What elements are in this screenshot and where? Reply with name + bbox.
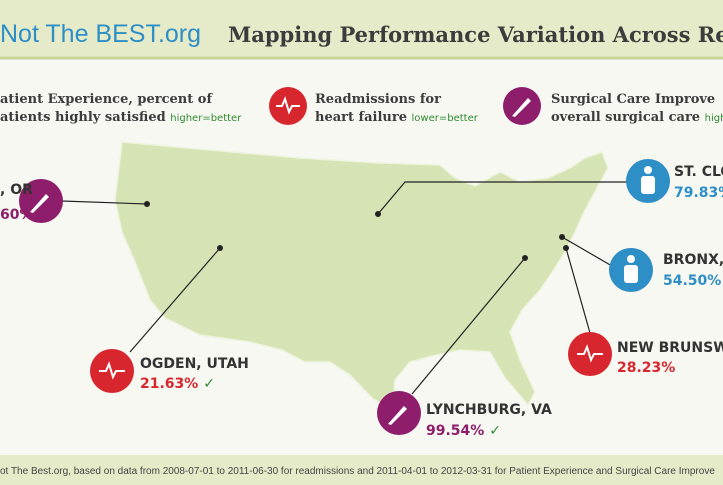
location-value: 99.54% ✓ — [426, 423, 501, 439]
location-dot — [559, 234, 565, 240]
leader-line — [61, 200, 148, 205]
location-value: 28.23% — [617, 360, 675, 376]
heart-icon — [99, 361, 125, 380]
location-value: 79.83% — [674, 185, 723, 201]
legend-note: high — [705, 113, 723, 124]
location-value: 21.63% ✓ — [140, 376, 215, 392]
location-value: 21.63% — [140, 376, 198, 392]
legend-text: atients highly satisfied higher=better — [0, 110, 242, 125]
header-band — [0, 0, 723, 58]
location-dot — [522, 255, 528, 261]
location-value: 99.54% — [426, 423, 484, 439]
heart-icon — [577, 344, 603, 363]
leader-line — [411, 257, 526, 395]
location-dot — [563, 245, 569, 251]
leader-line — [561, 236, 613, 267]
patient-icon — [644, 166, 652, 174]
location-name: NEW BRUNSW — [617, 340, 723, 356]
leader-line — [377, 181, 628, 215]
legend-text: atient Experience, percent of — [0, 92, 213, 107]
location-name: BRONX, — [663, 252, 723, 268]
leader-line — [129, 247, 221, 353]
location-name: , OR — [0, 182, 33, 198]
legend-text: atients highly satisfied — [0, 110, 166, 125]
location-name: ST. CLO — [674, 164, 723, 180]
patient-icon — [624, 265, 638, 283]
check-mark: ✓ — [203, 376, 215, 392]
legend-text: overall surgical care — [551, 110, 700, 125]
patient-icon — [627, 255, 635, 263]
location-value: 54.50% — [663, 273, 721, 289]
legend-text: Readmissions for — [315, 92, 441, 107]
scalpel-icon — [388, 406, 407, 425]
heart-icon — [276, 96, 300, 115]
patient-icon — [641, 176, 655, 194]
location-dot — [375, 211, 381, 217]
location-name: OGDEN, UTAH — [140, 356, 249, 372]
location-dot — [144, 201, 150, 207]
scalpel-icon — [30, 194, 49, 213]
legend-text: overall surgical care high — [551, 110, 723, 125]
footer-text: ot The Best.org, based on data from 2008… — [0, 466, 715, 477]
footer-band — [0, 455, 723, 485]
legend-note: higher=better — [170, 113, 242, 124]
legend-note: lower=better — [412, 113, 479, 124]
title: Mapping Performance Variation Across Re — [228, 22, 723, 47]
leader-line — [565, 247, 591, 334]
legend-text: heart failure lower=better — [315, 110, 479, 125]
us-map — [114, 141, 609, 412]
legend-text: Surgical Care Improve — [551, 92, 715, 107]
location-dot — [217, 245, 223, 251]
site-name: Not The BEST.org — [0, 20, 201, 48]
location-name: LYNCHBURG, VA — [426, 402, 552, 418]
check-mark: ✓ — [489, 423, 501, 439]
legend-text: heart failure — [315, 110, 407, 125]
scalpel-icon — [512, 98, 531, 117]
location-value: 60% — [0, 207, 34, 223]
